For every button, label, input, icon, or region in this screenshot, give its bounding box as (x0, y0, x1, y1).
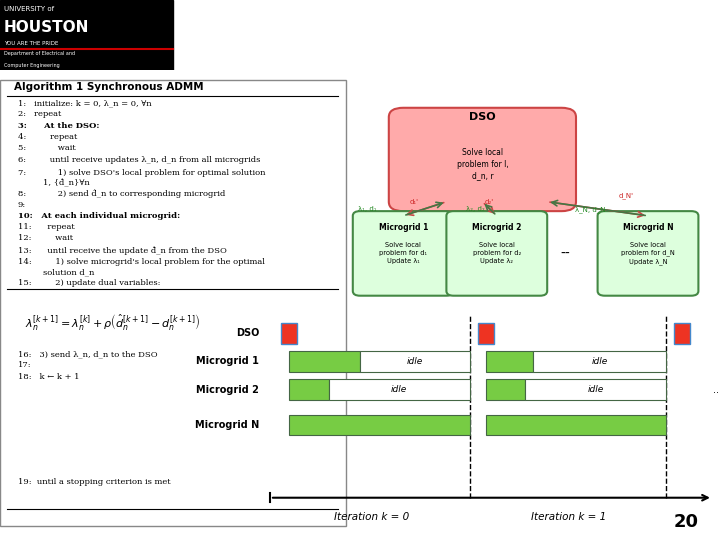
Text: 7:            1) solve DSO's local problem for optimal solution: 7: 1) solve DSO's local problem for opti… (18, 168, 266, 177)
Bar (486, 415, 666, 435)
Text: λ₂, d₂: λ₂, d₂ (466, 206, 485, 212)
Text: Microgrid 2: Microgrid 2 (197, 384, 259, 395)
Text: λ₁, d₁: λ₁, d₁ (358, 206, 377, 212)
Text: 6:         until receive updates λ_n, d_n from all microgrids: 6: until receive updates λ_n, d_n from a… (18, 157, 261, 164)
Text: idle: idle (407, 357, 423, 366)
Text: Solve local
problem for l,
d_n, r: Solve local problem for l, d_n, r (456, 148, 508, 180)
Text: d₂': d₂' (485, 199, 494, 205)
Text: Microgrid 2: Microgrid 2 (472, 223, 521, 232)
Text: Computer Engineering: Computer Engineering (4, 63, 59, 68)
Text: 12:         wait: 12: wait (18, 234, 73, 242)
Text: Solve local
problem for d_N
Update λ_N: Solve local problem for d_N Update λ_N (621, 242, 675, 265)
Text: 8:            2) send d̂_n to corresponding microgrid: 8: 2) send d̂_n to corresponding microgr… (18, 189, 225, 198)
Text: ......: ...... (713, 384, 720, 395)
Bar (282, 323, 297, 343)
Text: --: -- (560, 246, 570, 260)
FancyBboxPatch shape (0, 79, 346, 526)
Text: idle: idle (588, 385, 604, 394)
Text: Microgrid N: Microgrid N (195, 420, 259, 430)
Text: 11:      repeat: 11: repeat (18, 223, 75, 231)
FancyBboxPatch shape (598, 211, 698, 296)
Text: 14:         1) solve microgrid's local problem for the optimal: 14: 1) solve microgrid's local problem f… (18, 258, 265, 266)
Text: 9:: 9: (18, 200, 26, 208)
Bar (289, 379, 328, 400)
Text: DSO: DSO (236, 328, 259, 338)
Text: Microgrid 1: Microgrid 1 (197, 356, 259, 367)
Text: 20: 20 (673, 512, 698, 531)
Text: YOU ARE THE PRIDE: YOU ARE THE PRIDE (4, 40, 58, 46)
Text: Solve local
problem for d₁
Update λ₁: Solve local problem for d₁ Update λ₁ (379, 242, 427, 264)
FancyBboxPatch shape (389, 108, 576, 211)
Text: Iteration k = 1: Iteration k = 1 (531, 512, 606, 522)
Text: 5:            wait: 5: wait (18, 144, 76, 152)
Text: Microgrid 1: Microgrid 1 (379, 223, 428, 232)
FancyBboxPatch shape (446, 211, 547, 296)
Bar (360, 351, 470, 372)
Bar (478, 323, 493, 343)
Text: UNIVERSITY of: UNIVERSITY of (4, 5, 54, 12)
Text: solution d_n: solution d_n (43, 268, 94, 276)
Text: 17:: 17: (18, 361, 32, 369)
Text: 1, {d̂_n}∀n: 1, {d̂_n}∀n (43, 179, 90, 187)
Text: d_N': d_N' (619, 192, 634, 199)
Text: 2:   repeat: 2: repeat (18, 110, 61, 118)
Text: Department of Electrical and: Department of Electrical and (4, 51, 75, 56)
Text: 4:         repeat: 4: repeat (18, 133, 77, 141)
Text: 15:         2) update dual variables:: 15: 2) update dual variables: (18, 279, 161, 287)
Text: 3:      At the DSO:: 3: At the DSO: (18, 122, 99, 130)
Bar (674, 323, 690, 343)
Bar (525, 379, 666, 400)
Bar (533, 351, 666, 372)
Bar (486, 351, 533, 372)
Text: DSO: DSO (469, 112, 495, 122)
Text: Synchronous ADMM: Synchronous ADMM (276, 21, 588, 49)
Bar (289, 415, 470, 435)
Text: 18:   k ← k + 1: 18: k ← k + 1 (18, 373, 79, 381)
Text: Iteration k = 0: Iteration k = 0 (334, 512, 410, 522)
Bar (0, 0, 173, 70)
Bar (289, 351, 360, 372)
Text: 1:   initialize: k = 0, λ_n = 0, ∀n: 1: initialize: k = 0, λ_n = 0, ∀n (18, 99, 152, 107)
Text: idle: idle (391, 385, 408, 394)
Text: 19:  until a stopping criterion is met: 19: until a stopping criterion is met (18, 478, 171, 486)
FancyBboxPatch shape (353, 211, 454, 296)
Text: HOUSTON: HOUSTON (4, 19, 89, 35)
Text: Solve local
problem for d₂
Update λ₂: Solve local problem for d₂ Update λ₂ (472, 242, 521, 264)
Text: Algorithm 1 Synchronous ADMM: Algorithm 1 Synchronous ADMM (14, 82, 204, 92)
Bar (328, 379, 470, 400)
Text: 16:   3) send λ_n, d_n to the DSO: 16: 3) send λ_n, d_n to the DSO (18, 350, 158, 358)
Text: idle: idle (591, 357, 608, 366)
Text: λ_N, d_N: λ_N, d_N (575, 206, 606, 213)
Text: $\lambda_n^{[k+1]} = \lambda_n^{[k]} + \rho\left(\hat{d}_n^{[k+1]} - d_n^{[k+1]}: $\lambda_n^{[k+1]} = \lambda_n^{[k]} + \… (25, 312, 201, 332)
Text: 10:   At each individual microgrid:: 10: At each individual microgrid: (18, 212, 180, 220)
Bar (486, 379, 525, 400)
Text: d₁': d₁' (410, 199, 418, 205)
Text: 13:      until receive the update d̂_n from the DSO: 13: until receive the update d̂_n from t… (18, 246, 227, 255)
Text: Microgrid N: Microgrid N (623, 223, 673, 232)
